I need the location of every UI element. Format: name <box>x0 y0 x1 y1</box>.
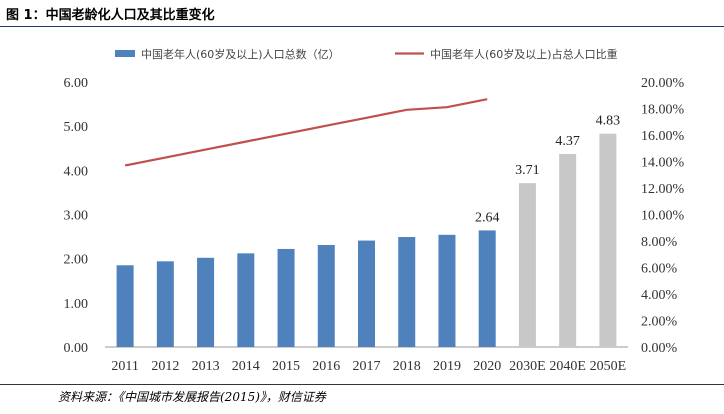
y-left-tick-label: 3.00 <box>64 209 89 224</box>
y-right-tick-label: 8.00% <box>641 235 678 250</box>
bottom-rule <box>0 384 724 385</box>
y-right-tick-label: 16.00% <box>641 129 685 144</box>
y-left-tick-label: 1.00 <box>64 297 89 312</box>
data-label-2040E: 4.37 <box>555 134 580 149</box>
bar-2011 <box>116 265 134 347</box>
bar-2013 <box>197 257 215 347</box>
x-tick-label: 2014 <box>232 359 260 374</box>
legend-label-line: 中国老年人(60岁及以上)占总人口比重 <box>430 47 618 61</box>
data-labels: 2.64 3.71 4.37 4.83 <box>475 114 620 226</box>
x-tick-label: 2018 <box>393 359 421 374</box>
x-tick-label: 2019 <box>433 359 461 374</box>
axes: 0.00 1.00 2.00 3.00 4.00 5.00 6.00 0.00% 2.00% 4.… <box>64 76 685 374</box>
y-right-tick-label: 14.00% <box>641 156 685 171</box>
figure-title: 图 1：中国老龄化人口及其比重变化 <box>6 8 215 23</box>
bar-2030E <box>518 183 536 347</box>
bar-2020 <box>478 230 496 347</box>
data-label-2050E: 4.83 <box>596 114 621 129</box>
bar-2014 <box>237 253 255 347</box>
x-tick-label: 2050E <box>590 359 627 374</box>
bar-2050E <box>599 133 617 347</box>
bar-2018 <box>398 237 416 347</box>
data-label-2020: 2.64 <box>475 210 500 225</box>
y-right-tick-label: 10.00% <box>641 209 685 224</box>
x-tick-label: 2011 <box>111 359 138 374</box>
x-tick-label: 2013 <box>192 359 220 374</box>
bar-2012 <box>156 261 174 347</box>
bar-2017 <box>358 240 375 347</box>
bar-2040E <box>559 153 577 347</box>
x-tick-label: 2030E <box>509 359 546 374</box>
legend: 中国老年人(60岁及以上)人口总数（亿） 中国老年人(60岁及以上)占总人口比重 <box>115 47 618 61</box>
y-left-tick-label: 5.00 <box>64 120 89 135</box>
y-right-tick-label: 20.00% <box>641 76 685 91</box>
y-right-tick-label: 12.00% <box>641 182 685 197</box>
source-note: 资料来源：《中国城市发展报告(2015)》，财信证券 <box>58 390 326 404</box>
x-tick-label: 2016 <box>312 359 340 374</box>
x-tick-label: 2040E <box>549 359 586 374</box>
y-left-tick-label: 0.00 <box>64 341 89 356</box>
y-right-tick-label: 4.00% <box>641 288 678 303</box>
bars <box>116 133 617 347</box>
top-rule <box>0 26 724 27</box>
line-share-of-population <box>124 98 488 167</box>
y-right-tick-label: 2.00% <box>641 315 678 330</box>
bar-2015 <box>277 248 295 347</box>
y-left-tick-label: 4.00 <box>64 164 89 179</box>
line-series <box>124 98 488 167</box>
y-left-tick-label: 2.00 <box>64 253 89 268</box>
y-left-tick-label: 6.00 <box>64 76 89 91</box>
legend-swatch-bar <box>115 50 135 57</box>
bar-2019 <box>438 234 456 347</box>
y-right-tick-label: 0.00% <box>641 341 678 356</box>
legend-label-bar: 中国老年人(60岁及以上)人口总数（亿） <box>141 47 340 61</box>
data-label-2030E: 3.71 <box>515 163 540 178</box>
y-right-tick-label: 6.00% <box>641 262 678 277</box>
bar-2016 <box>317 244 335 347</box>
x-tick-label: 2015 <box>272 359 300 374</box>
y-right-tick-label: 18.00% <box>641 103 685 118</box>
x-tick-label: 2020 <box>473 359 501 374</box>
x-tick-label: 2017 <box>353 359 381 374</box>
x-tick-label: 2012 <box>151 359 179 374</box>
